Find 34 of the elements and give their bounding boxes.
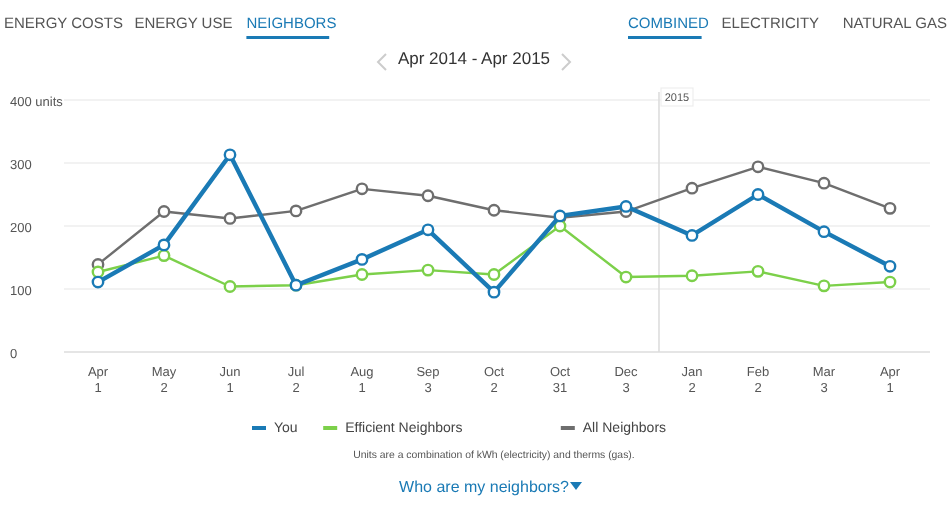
point [751,188,765,201]
point [487,203,501,217]
point [487,268,501,281]
point [619,200,633,213]
point [355,182,369,196]
point [91,275,105,289]
point [685,229,699,242]
point [421,189,435,203]
point [883,275,897,289]
point [421,263,435,277]
point [487,285,501,299]
point [223,148,237,162]
point [817,176,831,190]
point [883,201,897,215]
point [817,225,831,239]
chart-title: Apr 2014 - Apr 2015 [397,48,551,68]
point [751,160,765,174]
point [685,181,699,195]
point [355,252,369,266]
point [289,204,303,218]
point [883,259,897,273]
point [223,280,237,293]
point [223,212,237,225]
text: Who are my neighbors? [399,478,571,496]
point [157,205,171,218]
point [817,279,831,293]
point [421,223,435,237]
point [157,238,171,252]
point [91,265,105,279]
point [355,268,369,281]
point [157,249,171,263]
point [685,269,699,283]
point [751,264,765,278]
point [619,270,633,284]
